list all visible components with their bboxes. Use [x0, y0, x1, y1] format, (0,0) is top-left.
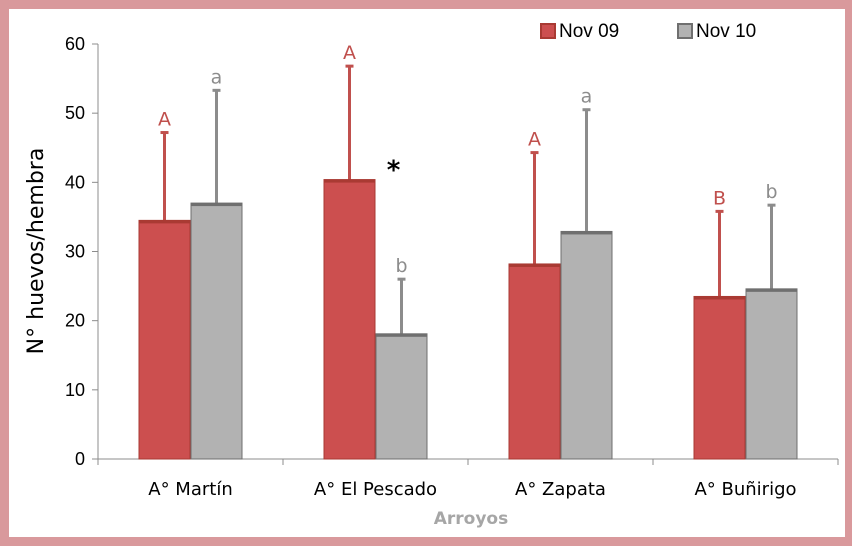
significance-label: A	[158, 109, 171, 131]
bar-top-edge	[191, 203, 242, 207]
bar	[693, 295, 746, 460]
bar	[745, 288, 798, 460]
significance-label: a	[581, 86, 593, 108]
bar-top-edge	[324, 179, 375, 183]
significance-label: B	[713, 187, 726, 209]
bar-top-edge	[139, 220, 190, 224]
bar-top-edge	[561, 231, 612, 235]
y-tick-label: 30	[65, 242, 85, 262]
significance-label: A	[528, 129, 541, 151]
x-tick-label: A° Buñirigo	[694, 479, 796, 500]
bar	[508, 263, 561, 460]
legend-swatch	[540, 23, 556, 39]
bar	[375, 333, 428, 460]
x-tick-label: A° El Pescado	[314, 479, 437, 500]
bar	[323, 179, 376, 460]
bar	[138, 219, 191, 460]
y-axis-label: N° huevos/hembra	[24, 148, 49, 355]
bar-top-edge	[509, 263, 560, 267]
y-tick-label: 50	[65, 103, 85, 123]
legend-swatch	[677, 23, 693, 39]
legend-label: Nov 09	[559, 21, 619, 42]
y-tick-label: 40	[65, 172, 85, 192]
bar-top-edge	[746, 288, 797, 292]
significance-asterisk: *	[387, 156, 401, 186]
bar-top-edge	[694, 296, 745, 300]
significance-label: b	[765, 181, 777, 203]
bar	[190, 202, 243, 460]
significance-label: b	[395, 255, 407, 277]
x-tick-label: A° Zapata	[515, 479, 606, 500]
y-tick-label: 0	[75, 449, 85, 469]
significance-label: a	[211, 66, 223, 88]
x-axis-label: Arroyos	[434, 509, 508, 529]
bar	[560, 230, 613, 460]
significance-label: A	[343, 42, 356, 64]
y-tick-label: 60	[65, 34, 85, 54]
bars: A A A Ba b a b *	[138, 42, 798, 460]
bar-top-edge	[376, 333, 427, 337]
legend: Nov 09 Nov 10	[540, 21, 756, 42]
y-tick-label: 10	[65, 380, 85, 400]
y-tick-label: 20	[65, 311, 85, 331]
legend-label: Nov 10	[696, 21, 756, 42]
x-tick-label: A° Martín	[148, 479, 232, 500]
axis-labels: Arroyos N° huevos/hembra	[24, 148, 508, 529]
